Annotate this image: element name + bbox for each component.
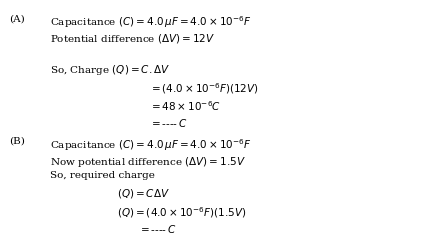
Text: Capacitance $(C)=4.0\,\mu F=4.0\times10^{-6}F$: Capacitance $(C)=4.0\,\mu F=4.0\times10^… xyxy=(50,137,251,153)
Text: So, required charge: So, required charge xyxy=(50,171,155,180)
Text: So, Charge $(Q)=C.\Delta V$: So, Charge $(Q)=C.\Delta V$ xyxy=(50,63,170,77)
Text: $=(4.0\times10^{-6}F)(12V)$: $=(4.0\times10^{-6}F)(12V)$ xyxy=(149,81,259,96)
Text: $=48\times10^{-6}C$: $=48\times10^{-6}C$ xyxy=(149,99,221,113)
Text: $(Q)=(4.0\times10^{-6}F)(1.5V)$: $(Q)=(4.0\times10^{-6}F)(1.5V)$ xyxy=(117,205,246,220)
Text: Potential difference $(\Delta V)=12V$: Potential difference $(\Delta V)=12V$ xyxy=(50,32,215,45)
Text: (A): (A) xyxy=(9,15,24,23)
Text: (B): (B) xyxy=(9,137,25,146)
Text: Capacitance $(C)=4.0\,\mu F=4.0\times10^{-6}F$: Capacitance $(C)=4.0\,\mu F=4.0\times10^… xyxy=(50,15,251,30)
Text: $=\text{----}\,C$: $=\text{----}\,C$ xyxy=(149,117,187,129)
Text: Now potential difference $(\Delta V)=1.5V$: Now potential difference $(\Delta V)=1.5… xyxy=(50,155,245,169)
Text: $=\text{----}\,C$: $=\text{----}\,C$ xyxy=(138,223,177,234)
Text: $(Q)=C\Delta V$: $(Q)=C\Delta V$ xyxy=(117,187,170,200)
